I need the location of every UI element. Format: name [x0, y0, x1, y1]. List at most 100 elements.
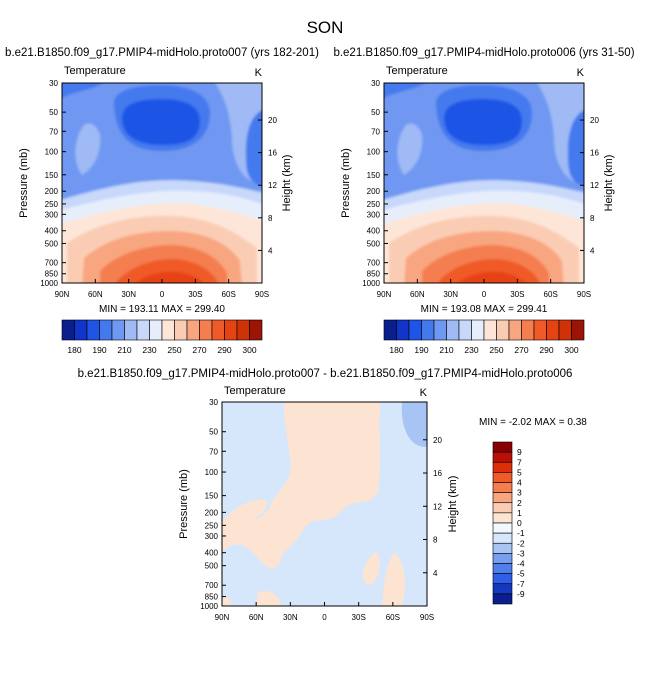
panel-title: b.e21.B1850.f09_g17.PMIP4-midHolo.proto0… — [333, 47, 634, 59]
colorbar-label: -4 — [517, 559, 525, 569]
colorbar-swatch — [136, 319, 150, 341]
y-tick-label: 200 — [367, 187, 381, 196]
y-tick-label: 70 — [371, 127, 380, 136]
x-tick-label: 90S — [420, 613, 434, 622]
colorbar-swatch — [249, 319, 263, 341]
panel-title: b.e21.B1850.f09_g17.PMIP4-midHolo.proto0… — [78, 368, 573, 380]
colorbar-label: 190 — [92, 345, 106, 355]
colorbar-swatch — [446, 319, 460, 341]
colorbar-swatch — [483, 319, 497, 341]
y-tick-label: 400 — [205, 549, 219, 558]
variable-label: Temperature — [386, 65, 448, 77]
colorbar-swatch — [74, 319, 88, 341]
colorbar-label: 2 — [517, 498, 522, 508]
colorbar-label: -3 — [517, 548, 525, 558]
y2-tick-label: 16 — [268, 149, 277, 158]
x-tick-label: 60S — [386, 613, 400, 622]
y-tick-label: 500 — [367, 239, 381, 248]
y-tick-label: 50 — [49, 108, 58, 117]
colorbar-label: 4 — [517, 478, 522, 488]
colorbar-label: 270 — [514, 345, 528, 355]
colorbar-label: -1 — [517, 528, 525, 538]
y2-tick-label: 12 — [268, 181, 277, 190]
colorbar-label: 230 — [464, 345, 478, 355]
colorbar-swatch — [186, 319, 200, 341]
colorbar-label: 270 — [192, 345, 206, 355]
temperature-field — [62, 83, 262, 283]
colorbar-label: 1 — [517, 508, 522, 518]
y2-tick-label: 8 — [590, 214, 595, 223]
colorbar-label: -2 — [517, 538, 525, 548]
y-tick-label: 250 — [205, 521, 219, 530]
colorbar-label: 290 — [217, 345, 231, 355]
temperature-field — [384, 83, 584, 283]
colorbar-swatch — [86, 319, 100, 341]
variable-label: Temperature — [64, 65, 126, 77]
y-tick-label: 850 — [205, 593, 219, 602]
x-tick-label: 60N — [88, 290, 103, 299]
colorbar-label: 180 — [67, 345, 81, 355]
y-tick-label: 1000 — [40, 279, 58, 288]
colorbar-swatch — [521, 319, 535, 341]
x-tick-label: 90S — [255, 290, 269, 299]
x-tick-label: 90S — [577, 290, 591, 299]
x-tick-label: 90N — [377, 290, 392, 299]
y-tick-label: 30 — [49, 79, 58, 88]
x-tick-label: 90N — [55, 290, 70, 299]
colorbar-swatch — [492, 583, 513, 595]
y-tick-label: 150 — [205, 492, 219, 501]
panel-top-right: b.e21.B1850.f09_g17.PMIP4-midHolo.proto0… — [333, 47, 634, 355]
y-tick-label: 500 — [45, 239, 59, 248]
colorbar-swatch — [492, 482, 513, 493]
colorbar-swatch — [558, 319, 572, 341]
y2-tick-label: 8 — [433, 536, 438, 545]
stats-label: MIN = 193.08 MAX = 299.41 — [421, 304, 548, 315]
colorbar-swatch — [396, 319, 410, 341]
y-tick-label: 100 — [45, 148, 59, 157]
y-tick-label: 300 — [367, 210, 381, 219]
x-tick-label: 60N — [249, 613, 264, 622]
colorbar-swatch — [174, 319, 188, 341]
y-tick-label: 150 — [367, 171, 381, 180]
y-tick-label: 400 — [367, 227, 381, 236]
units-label: K — [255, 67, 263, 79]
colorbar-swatch — [492, 593, 513, 605]
y-tick-label: 300 — [205, 532, 219, 541]
colorbar-label: 210 — [439, 345, 453, 355]
x-tick-label: 30N — [121, 290, 136, 299]
y-tick-label: 100 — [367, 148, 381, 157]
colorbar-swatch — [492, 451, 513, 463]
y2-tick-label: 20 — [268, 116, 277, 125]
y2-axis-label: Height (km) — [603, 155, 615, 212]
colorbar-swatch — [571, 319, 585, 341]
y2-tick-label: 4 — [433, 569, 438, 578]
y-tick-label: 200 — [205, 508, 219, 517]
x-tick-label: 30S — [510, 290, 524, 299]
panel-top-left: b.e21.B1850.f09_g17.PMIP4-midHolo.proto0… — [5, 47, 319, 355]
x-tick-label: 0 — [482, 290, 487, 299]
colorbar-swatch — [199, 319, 213, 341]
colorbar-swatch — [236, 319, 250, 341]
y-tick-label: 150 — [45, 171, 59, 180]
x-tick-label: 60N — [410, 290, 425, 299]
x-tick-label: 30N — [283, 613, 298, 622]
colorbar-swatch — [224, 319, 238, 341]
colorbar-label: 230 — [142, 345, 156, 355]
x-tick-label: 30N — [443, 290, 458, 299]
stats-label: MIN = -2.02 MAX = 0.38 — [479, 417, 587, 428]
colorbar-swatch — [433, 319, 447, 341]
colorbar-swatch — [492, 522, 513, 534]
y2-axis-label: Height (km) — [281, 155, 293, 212]
colorbar-swatch — [61, 319, 75, 341]
colorbar-swatch — [149, 319, 163, 341]
y-tick-label: 300 — [45, 210, 59, 219]
y2-tick-label: 16 — [590, 149, 599, 158]
colorbar-swatch — [161, 319, 175, 341]
x-tick-label: 0 — [322, 613, 327, 622]
y-tick-label: 70 — [49, 127, 58, 136]
y2-tick-label: 8 — [268, 214, 273, 223]
colorbar-label: 180 — [389, 345, 403, 355]
colorbar-swatch — [124, 319, 138, 341]
colorbar-swatch — [211, 319, 225, 341]
colorbar-label: 250 — [167, 345, 181, 355]
